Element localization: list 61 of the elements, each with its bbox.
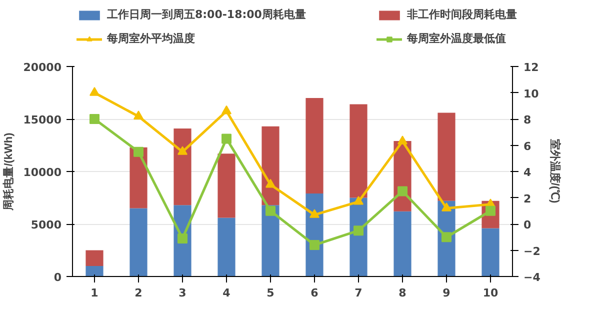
x-tick-label: 5 bbox=[266, 286, 274, 300]
legend-label: 每周室外温度最低值 bbox=[407, 31, 506, 46]
point bbox=[90, 87, 100, 96]
y2-tick-label: −2 bbox=[524, 244, 540, 258]
x-tick-label: 9 bbox=[442, 286, 450, 300]
y-tick-label: 10000 bbox=[23, 166, 62, 179]
y-tick-label: 5000 bbox=[30, 218, 62, 232]
y2-tick-label: 6 bbox=[524, 140, 532, 153]
x-tick-label: 7 bbox=[354, 286, 362, 300]
bar bbox=[218, 154, 236, 218]
bar bbox=[86, 250, 104, 266]
bar bbox=[86, 266, 104, 276]
point bbox=[442, 232, 452, 242]
legend-label: 非工作时间段周耗电量 bbox=[407, 7, 517, 22]
y2-tick-label: 0 bbox=[524, 218, 532, 232]
bar bbox=[350, 104, 368, 198]
y2-tick-label: −4 bbox=[524, 271, 541, 284]
x-tick-label: 8 bbox=[398, 286, 406, 300]
y2-tick-label: 4 bbox=[524, 166, 532, 179]
bar bbox=[482, 228, 500, 276]
y2-tick-label: 8 bbox=[524, 114, 532, 126]
bar bbox=[306, 98, 324, 194]
point bbox=[222, 105, 232, 114]
point bbox=[134, 146, 144, 157]
x-tick-label: 3 bbox=[178, 286, 186, 300]
point bbox=[354, 196, 364, 205]
point bbox=[90, 114, 100, 124]
point bbox=[398, 136, 408, 144]
bar bbox=[394, 211, 412, 276]
y2-tick-label: 12 bbox=[524, 61, 539, 74]
point bbox=[266, 206, 276, 216]
bar bbox=[218, 218, 236, 276]
bar bbox=[262, 126, 280, 206]
y2-axis-title: 室外温度/(℃) bbox=[548, 138, 562, 204]
y-tick-label: 0 bbox=[54, 271, 62, 284]
x-tick-label: 6 bbox=[310, 286, 319, 300]
y-tick-label: 20000 bbox=[23, 61, 62, 74]
y2-tick-label: 10 bbox=[524, 87, 540, 100]
point bbox=[310, 240, 320, 250]
point bbox=[222, 134, 232, 144]
bar bbox=[130, 208, 148, 276]
x-tick-label: 1 bbox=[90, 286, 98, 300]
y-axis-title: 周耗电量/(kWh) bbox=[2, 132, 16, 212]
bar bbox=[262, 205, 280, 276]
legend-label: 每周室外平均温度 bbox=[107, 31, 195, 46]
point bbox=[398, 186, 408, 196]
x-tick-label: 10 bbox=[482, 286, 498, 300]
point bbox=[178, 146, 188, 155]
point bbox=[266, 178, 276, 188]
point bbox=[134, 110, 144, 120]
point bbox=[310, 209, 320, 218]
bar bbox=[438, 112, 456, 201]
y2-tick-label: 2 bbox=[524, 192, 532, 206]
legend-label: 工作日周一到周五8:00-18:00周耗电量 bbox=[107, 7, 306, 22]
point bbox=[354, 226, 364, 236]
x-tick-label: 4 bbox=[222, 286, 231, 300]
x-tick-label: 2 bbox=[134, 286, 142, 300]
point bbox=[178, 233, 188, 244]
point bbox=[442, 202, 452, 212]
bar bbox=[174, 128, 192, 206]
y-tick-label: 15000 bbox=[23, 114, 62, 126]
